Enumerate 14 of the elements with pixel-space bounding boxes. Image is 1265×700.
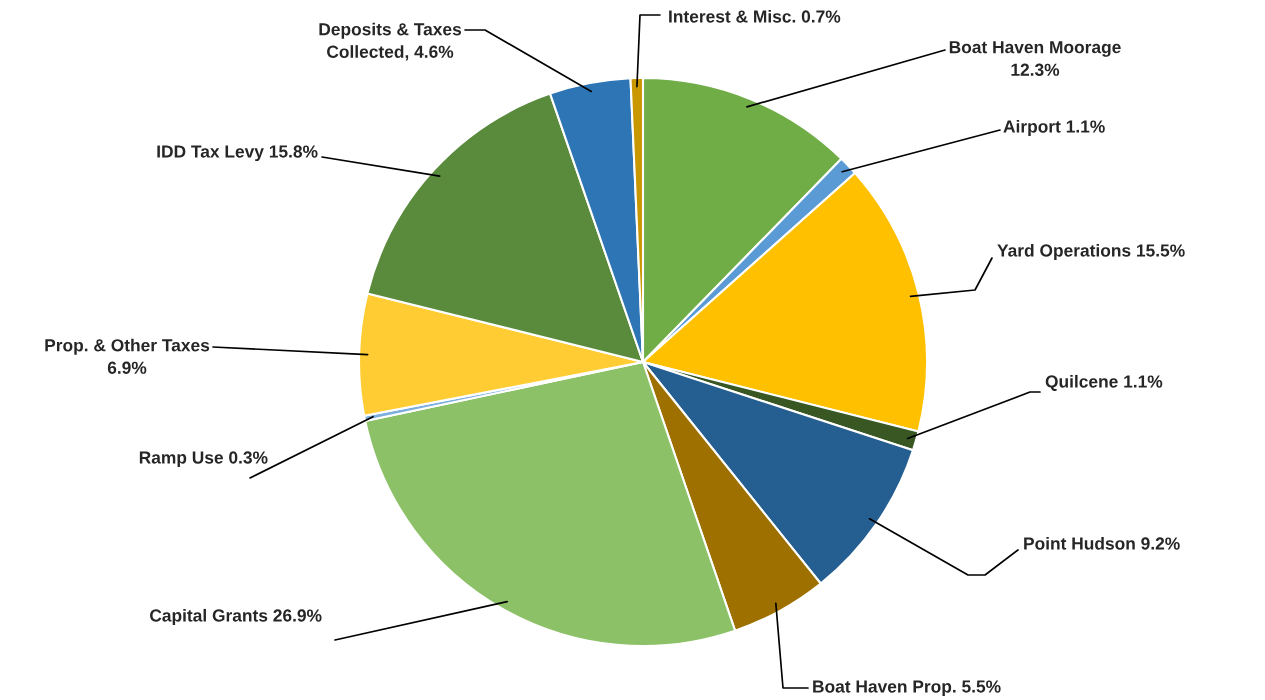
slice-label: Deposits & Taxes Collected, 4.6% (319, 22, 462, 61)
slice-label: Quilcene 1.1% (1045, 374, 1163, 391)
data-label: 6.9% (107, 361, 147, 374)
slice-label: Boat Haven Moorage (949, 41, 1121, 57)
slice-label: Interest & Misc. 0.7% (669, 9, 841, 23)
slice-label: IDD Tax Levy 15.8% (157, 145, 318, 162)
slice-label: Prop. & Other Taxes (45, 338, 210, 355)
slice-label: Ramp Use 0.3% (139, 451, 268, 468)
slice-label: Yard Operations 15.5% (997, 243, 1185, 261)
slice-label: Airport 1.1% (1003, 119, 1105, 137)
slice-label: Capital Grants 26.9% (150, 608, 322, 626)
slice-label: Point Hudson 9.2% (1024, 536, 1180, 550)
data-label: 12.3% (1011, 63, 1060, 76)
slice-label: Boat Haven Prop. 5.5% (813, 680, 1001, 697)
